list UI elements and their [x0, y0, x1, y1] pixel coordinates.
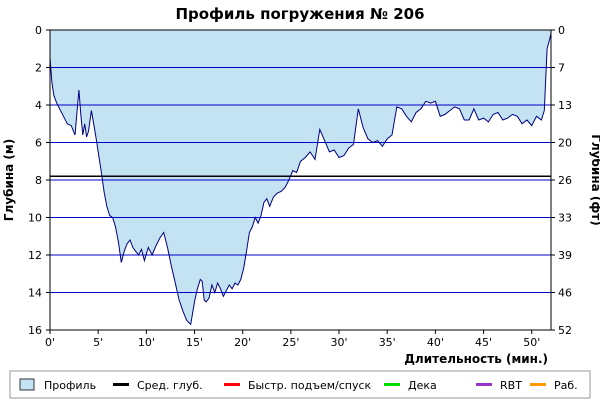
x-tick-label: 45' [475, 336, 492, 349]
y-tick-label-right: 20 [558, 137, 572, 150]
legend-label: Сред. глуб. [137, 379, 203, 392]
legend: Профиль Сред. глуб. Быстр. подъем/спуск Дек… [9, 370, 591, 399]
legend-label: Быстр. подъем/спуск [248, 379, 372, 392]
y-tick-label-right: 33 [558, 212, 572, 225]
y-tick-label-left: 0 [35, 24, 42, 37]
y-tick-label-right: 46 [558, 287, 572, 300]
x-tick-label: 35' [379, 336, 396, 349]
x-tick-label: 0' [45, 336, 55, 349]
y-tick-label-right: 39 [558, 249, 572, 262]
y-tick-label-right: 0 [558, 24, 565, 37]
x-tick-label: 30' [331, 336, 348, 349]
x-tick-label: 25' [282, 336, 299, 349]
y-tick-label-right: 52 [558, 324, 572, 337]
x-tick-label: 5' [93, 336, 103, 349]
y-tick-label-left: 12 [28, 249, 42, 262]
x-tick-label: 20' [234, 336, 251, 349]
x-axis-label: Длительность (мин.) [404, 352, 548, 366]
y-tick-label-left: 2 [35, 62, 42, 75]
x-tick-label: 10' [138, 336, 155, 349]
x-tick-label: 15' [186, 336, 203, 349]
legend-label: Дека [408, 379, 437, 392]
chart-title: Профиль погружения № 206 [175, 5, 424, 23]
y-axis-label-right: Глубина (фт) [589, 134, 600, 225]
profile-area [50, 30, 551, 325]
y-tick-label-left: 8 [35, 174, 42, 187]
legend-label: Профиль [44, 379, 96, 392]
y-tick-label-left: 10 [28, 212, 42, 225]
y-axis-label-left: Глубина (м) [2, 139, 16, 221]
y-tick-label-right: 26 [558, 174, 572, 187]
y-tick-label-right: 7 [558, 62, 565, 75]
profile-line [49, 33, 552, 326]
legend-label: Раб. [554, 379, 578, 392]
x-tick-label: 40' [427, 336, 444, 349]
x-tick-label: 50' [523, 336, 540, 349]
y-tick-label-left: 16 [28, 324, 42, 337]
legend-swatch-profile [19, 378, 35, 391]
y-tick-label-left: 14 [28, 287, 42, 300]
legend-label: RBT [500, 379, 522, 392]
legend-frame [9, 370, 591, 399]
y-tick-label-left: 4 [35, 99, 42, 112]
y-tick-label-right: 13 [558, 99, 572, 112]
y-tick-label-left: 6 [35, 137, 42, 150]
